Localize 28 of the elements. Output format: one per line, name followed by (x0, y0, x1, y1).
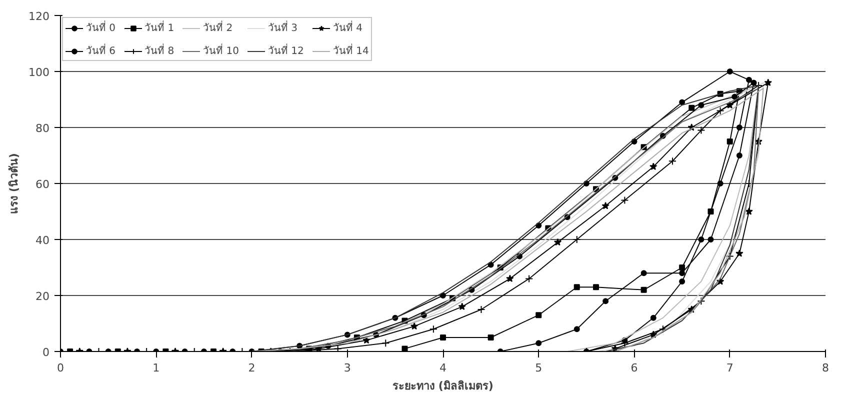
legend-label: วันที่ 3 (268, 20, 298, 35)
legend-label: วันที่ 0 (86, 20, 116, 35)
legend-label: วันที่ 14 (332, 43, 369, 58)
x-tick-label: 4 (440, 362, 446, 374)
legend-label: วันที่ 8 (144, 43, 174, 58)
y-tick-label: 40 (36, 234, 50, 247)
x-axis-title: ระยะทาง (มิลลิเมตร) (392, 380, 494, 392)
y-tick-label: 100 (28, 66, 50, 79)
y-tick-label: 80 (36, 122, 50, 135)
y-tick-label: 120 (28, 10, 50, 23)
y-tick-label: 60 (36, 178, 50, 191)
x-tick-label: 8 (822, 362, 829, 374)
legend-label: วันที่ 2 (203, 20, 233, 35)
x-tick-label: 1 (152, 362, 160, 374)
x-tick-label: 2 (248, 362, 256, 374)
x-tick-label: 5 (535, 362, 542, 374)
legend-label: วันที่ 12 (268, 43, 304, 58)
x-tick-label: 6 (630, 362, 638, 374)
x-tick-label: 0 (57, 362, 64, 374)
legend-label: วันที่ 10 (203, 43, 239, 58)
y-tick-label: 20 (36, 290, 50, 303)
legend-label: วันที่ 4 (332, 20, 362, 35)
x-tick-label: 7 (726, 362, 734, 374)
legend-label: วันที่ 1 (144, 20, 174, 35)
y-tick-label: 0 (42, 346, 50, 359)
legend-label: วันที่ 6 (86, 43, 116, 58)
x-tick-label: 3 (344, 362, 351, 374)
y-axis-title: แรง (นิวตัน) (8, 153, 21, 214)
